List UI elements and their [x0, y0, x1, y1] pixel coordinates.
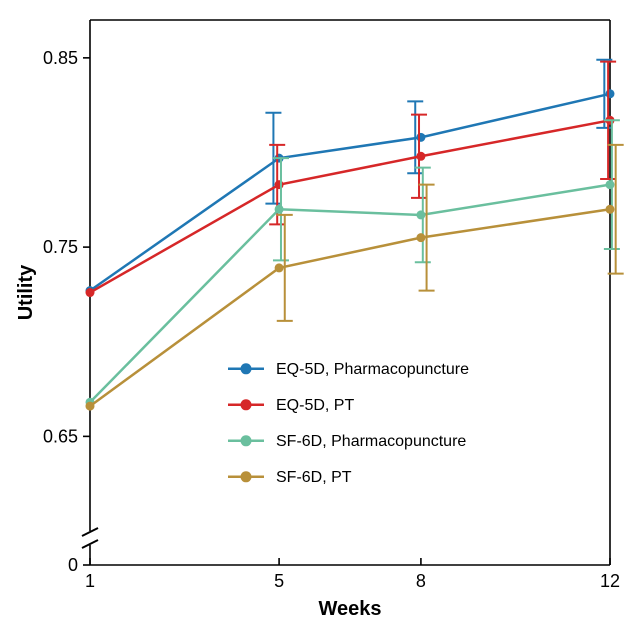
legend-label: EQ-5D, PT	[276, 397, 354, 414]
legend-label: SF-6D, PT	[276, 469, 352, 486]
series-marker	[606, 205, 615, 214]
x-tick-label: 8	[416, 571, 426, 591]
legend-label: EQ-5D, Pharmacopuncture	[276, 361, 469, 378]
y-tick-label: 0.75	[43, 237, 78, 257]
legend-label: SF-6D, Pharmacopuncture	[276, 433, 466, 450]
series-marker	[275, 263, 284, 272]
chart-background	[0, 0, 640, 635]
legend-marker	[241, 399, 252, 410]
x-tick-label: 12	[600, 571, 620, 591]
x-tick-label: 5	[274, 571, 284, 591]
series-marker	[416, 210, 425, 219]
series-marker	[416, 233, 425, 242]
y-tick-label: 0.65	[43, 426, 78, 446]
legend-marker	[241, 471, 252, 482]
legend-marker	[241, 435, 252, 446]
series-marker	[606, 89, 615, 98]
y-tick-label: 0.85	[43, 48, 78, 68]
series-marker	[416, 133, 425, 142]
utility-line-chart: 1 5 8 12 0 0.65 0.75 0.85 Weeks Utility EQ-5D, Pha…	[0, 0, 640, 635]
x-tick-label: 1	[85, 571, 95, 591]
series-marker	[416, 152, 425, 161]
series-marker	[606, 180, 615, 189]
legend-marker	[241, 363, 252, 374]
series-marker	[275, 180, 284, 189]
series-marker	[86, 288, 95, 297]
x-axis-title: Weeks	[318, 598, 381, 620]
series-marker	[86, 402, 95, 411]
y-tick-label: 0	[68, 555, 78, 575]
chart-container: 1 5 8 12 0 0.65 0.75 0.85 Weeks Utility EQ-5D, Pha…	[0, 0, 640, 635]
y-axis-title: Utility	[15, 264, 37, 320]
series-marker	[275, 205, 284, 214]
